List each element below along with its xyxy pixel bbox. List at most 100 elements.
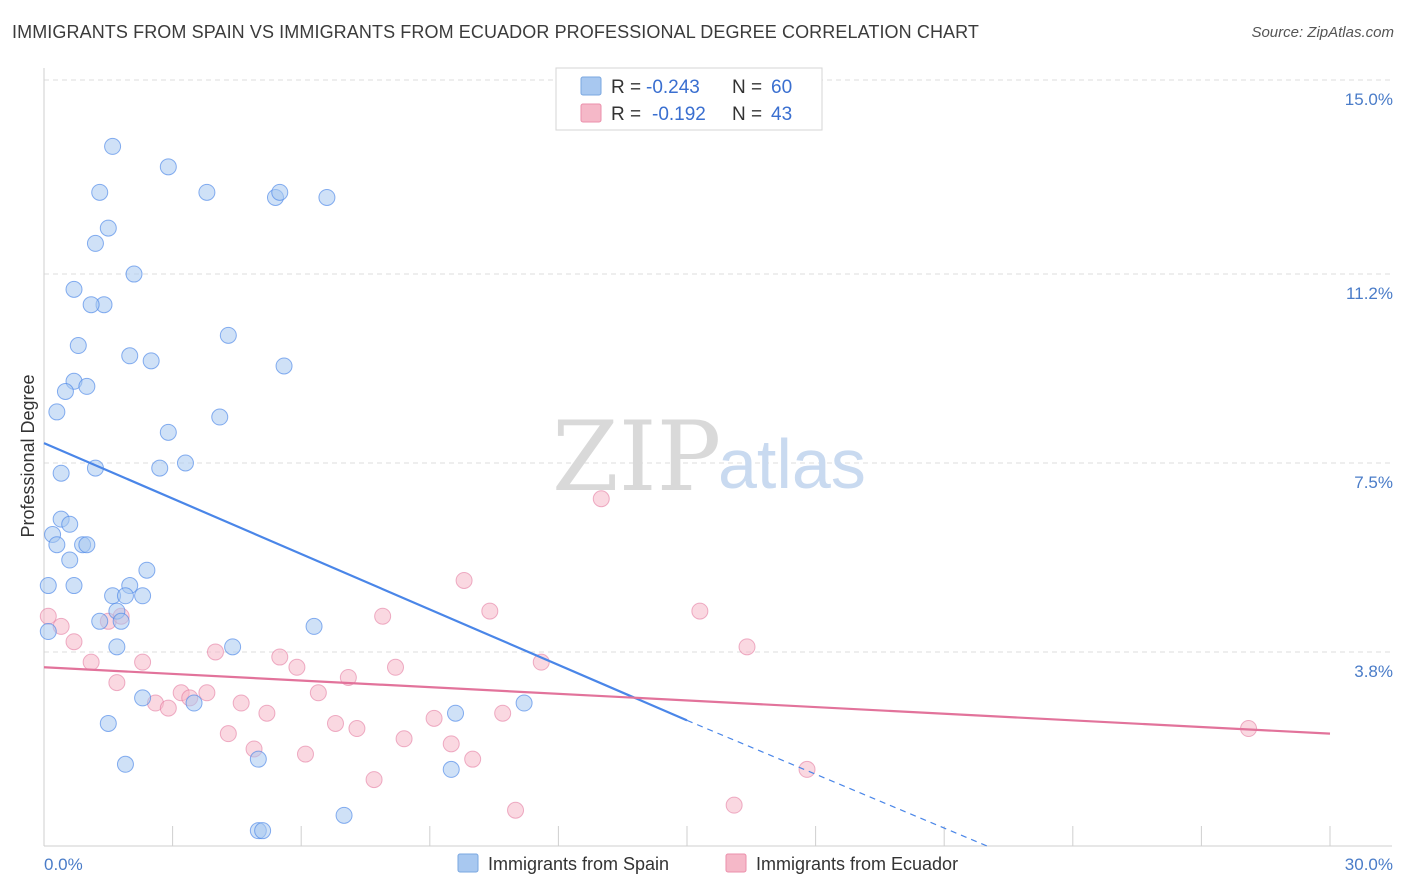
trend-lines [43, 442, 1331, 847]
spain-point-53 [447, 704, 465, 722]
ecuador-point-12 [134, 653, 152, 671]
ecuador-point-41 [507, 801, 525, 819]
ecuador-point-33 [395, 730, 413, 748]
ecuador-point-25 [232, 694, 250, 712]
ecuador-point-11 [82, 653, 100, 671]
spain-point-10 [65, 280, 83, 298]
ecuador-point-19 [108, 674, 126, 692]
spain-point-36 [39, 577, 57, 595]
stats-r-value-ecuador: -0.192 [652, 104, 706, 125]
ecuador-point-0 [592, 490, 610, 508]
spain-point-48 [108, 638, 126, 656]
ecuador-point-30 [494, 704, 512, 722]
ecuador-point-32 [348, 720, 366, 738]
spain-point-8 [86, 234, 104, 252]
spain-point-37 [65, 577, 83, 595]
legend-label-ecuador: Immigrants from Ecuador [756, 854, 958, 874]
spain-point-54 [249, 750, 267, 768]
spain-point-40 [116, 587, 134, 605]
spain-point-5 [271, 183, 289, 201]
spain-point-43 [91, 612, 109, 630]
spain-point-12 [82, 296, 100, 314]
spain-trend-extrapolation [686, 719, 988, 847]
spain-point-34 [61, 551, 79, 569]
watermark-atlas: atlas [718, 425, 866, 503]
spain-point-19 [78, 377, 96, 395]
stats-r-label-spain: R = [611, 77, 641, 98]
spain-point-2 [91, 183, 109, 201]
spain-point-9 [125, 265, 143, 283]
ecuador-point-8 [65, 633, 83, 651]
spain-point-56 [442, 760, 460, 778]
ecuador-point-17 [339, 668, 357, 686]
x-tick-label-1: 30.0% [1345, 855, 1393, 874]
ecuador-point-39 [798, 760, 816, 778]
ecuador-point-15 [288, 658, 306, 676]
y-tick-label-2: 11.2% [1346, 284, 1393, 303]
y-tick-label-1: 7.5% [1354, 473, 1393, 492]
ecuador-point-13 [206, 643, 224, 661]
ecuador-point-26 [309, 684, 327, 702]
spain-point-21 [48, 403, 66, 421]
spain-point-20 [56, 383, 74, 401]
ecuador-point-3 [374, 607, 392, 625]
stats-n-label-spain: N = [732, 77, 762, 98]
spain-point-24 [176, 454, 194, 472]
ecuador-point-29 [425, 709, 443, 727]
ecuador-point-2 [481, 602, 499, 620]
y-axis-label: Professional Degree [18, 374, 38, 537]
stats-r-value-spain: -0.243 [646, 77, 700, 98]
x-tick-labels: 0.0% 30.0% [44, 855, 1393, 874]
spain-point-41 [134, 587, 152, 605]
ecuador-point-1 [455, 571, 473, 589]
legend-label-spain: Immigrants from Spain [488, 854, 669, 874]
spain-point-1 [159, 158, 177, 176]
spain-point-31 [48, 536, 66, 554]
spain-point-27 [52, 464, 70, 482]
ecuador-point-31 [219, 725, 237, 743]
stats-r-label-ecuador: R = [611, 104, 641, 125]
spain-point-46 [305, 617, 323, 635]
spain-point-3 [198, 183, 216, 201]
y-tick-label-3: 15.0% [1345, 90, 1393, 109]
series-spain-points [39, 137, 533, 840]
legend-swatch-ecuador [725, 853, 747, 873]
spain-point-35 [138, 561, 156, 579]
ecuador-point-6 [39, 607, 57, 625]
spain-point-0 [104, 137, 122, 155]
spain-point-17 [275, 357, 293, 375]
ecuador-point-36 [296, 745, 314, 763]
spain-point-33 [78, 536, 96, 554]
y-tick-labels: 3.8% 7.5% 11.2% 15.0% [1345, 90, 1393, 681]
stats-n-value-ecuador: 43 [771, 104, 792, 125]
axes [43, 68, 1392, 847]
ecuador-point-14 [271, 648, 289, 666]
stats-legend: R = -0.243 N = 60 R = -0.192 N = 43 [555, 67, 823, 131]
spain-point-22 [211, 408, 229, 426]
ecuador-point-34 [442, 735, 460, 753]
spain-point-50 [185, 694, 203, 712]
x-tick-label-0: 0.0% [44, 855, 83, 874]
spain-point-52 [99, 714, 117, 732]
spain-point-7 [99, 219, 117, 237]
ecuador-point-28 [326, 714, 344, 732]
watermark: ZIP atlas [552, 401, 866, 513]
spain-point-14 [69, 337, 87, 355]
spain-point-58 [254, 822, 272, 840]
spain-point-23 [159, 423, 177, 441]
ecuador-point-16 [387, 658, 405, 676]
bottom-legend: Immigrants from Spain Immigrants from Ec… [457, 853, 958, 874]
stats-n-label-ecuador: N = [732, 104, 762, 125]
spain-point-16 [142, 352, 160, 370]
legend-swatch-spain [457, 853, 479, 873]
ecuador-trend-line [43, 666, 1331, 735]
gridlines [44, 79, 1392, 653]
spain-point-49 [134, 689, 152, 707]
stats-legend-swatch-ecuador [580, 103, 602, 123]
spain-point-51 [515, 694, 533, 712]
spain-point-13 [219, 326, 237, 344]
stats-legend-swatch-spain [580, 76, 602, 96]
spain-point-29 [61, 515, 79, 533]
spain-point-59 [335, 806, 353, 824]
